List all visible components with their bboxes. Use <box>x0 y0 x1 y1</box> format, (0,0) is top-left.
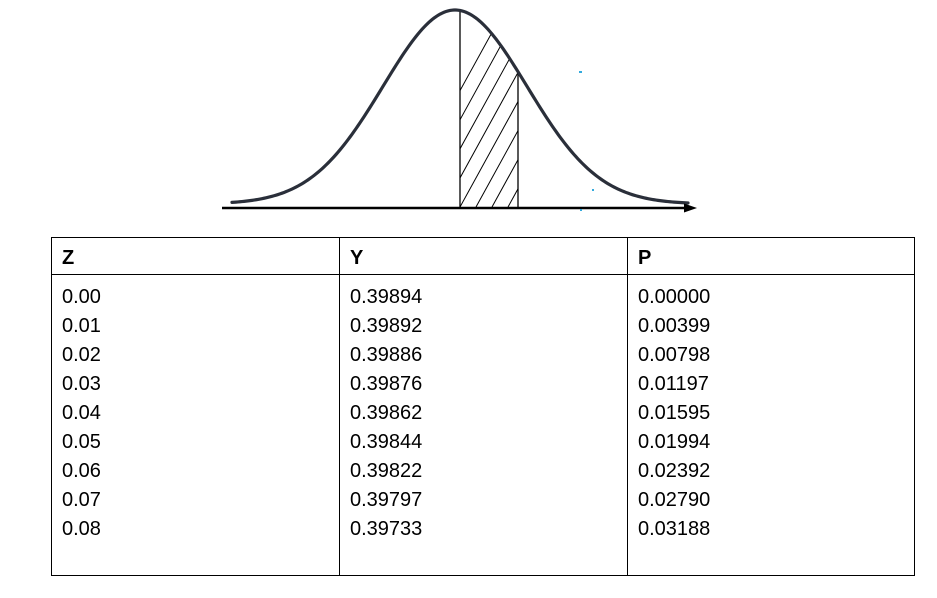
hatch-line <box>460 10 518 207</box>
z-value: 0.08 <box>62 518 101 540</box>
z-value: 0.03 <box>62 373 101 395</box>
header-z: Z <box>51 237 340 275</box>
speck-mark <box>579 71 582 73</box>
hatch-line <box>620 7 730 207</box>
p-value: 0.00000 <box>638 286 711 308</box>
y-value: 0.39886 <box>350 344 423 366</box>
y-value: 0.39797 <box>350 489 423 511</box>
y-value: 0.39733 <box>350 518 423 540</box>
z-value: 0.04 <box>62 402 101 424</box>
shaded-area-hatch <box>460 7 746 207</box>
p-column-cell: 0.00000 0.00399 0.00798 0.01197 0.01595 … <box>627 274 915 576</box>
speck-mark <box>580 209 582 211</box>
hatch-line <box>475 10 518 207</box>
z-value: 0.00 <box>62 286 101 308</box>
hatch-line <box>588 7 698 207</box>
hatch-line <box>572 7 682 207</box>
hatch-line <box>507 10 518 207</box>
hatch-line <box>460 10 518 207</box>
bell-curve <box>230 8 690 205</box>
y-value: 0.39844 <box>350 431 423 453</box>
z-value: 0.02 <box>62 344 101 366</box>
y-value: 0.39892 <box>350 315 423 337</box>
hatch-line <box>540 7 650 207</box>
speck-mark <box>592 189 594 191</box>
axis-arrow-icon <box>684 203 697 213</box>
z-column-cell: 0.00 0.01 0.02 0.03 0.04 0.05 0.06 0.07 … <box>51 274 340 576</box>
normal-curve-figure <box>222 7 746 213</box>
z-value: 0.07 <box>62 489 101 511</box>
p-value: 0.01197 <box>638 373 709 395</box>
y-value: 0.39894 <box>350 286 423 308</box>
hatch-line <box>460 10 518 207</box>
p-value: 0.02790 <box>638 489 711 511</box>
hatch-line <box>491 10 518 207</box>
table-header-row: Z Y P <box>51 237 915 275</box>
p-value: 0.03188 <box>638 518 711 540</box>
z-table: Z Y P 0.00 0.01 0.02 0.03 0.04 0.05 0.06… <box>51 237 915 576</box>
hatch-line <box>604 7 714 207</box>
z-value: 0.05 <box>62 431 101 453</box>
header-y: Y <box>339 237 628 275</box>
hatch-line <box>460 10 518 207</box>
p-value: 0.01595 <box>638 402 711 424</box>
z-value: 0.01 <box>62 315 101 337</box>
p-value: 0.00798 <box>638 344 711 366</box>
z-value: 0.06 <box>62 460 101 482</box>
hatch-line <box>636 7 746 207</box>
hatch-line <box>460 10 507 207</box>
hatch-line <box>556 7 666 207</box>
y-value: 0.39876 <box>350 373 423 395</box>
y-value: 0.39862 <box>350 402 423 424</box>
y-value: 0.39822 <box>350 460 423 482</box>
p-value: 0.00399 <box>638 315 711 337</box>
p-value: 0.02392 <box>638 460 711 482</box>
y-column-cell: 0.39894 0.39892 0.39886 0.39876 0.39862 … <box>339 274 628 576</box>
header-p: P <box>627 237 915 275</box>
p-value: 0.01994 <box>638 431 711 453</box>
table-row: 0.00 0.01 0.02 0.03 0.04 0.05 0.06 0.07 … <box>51 274 915 576</box>
